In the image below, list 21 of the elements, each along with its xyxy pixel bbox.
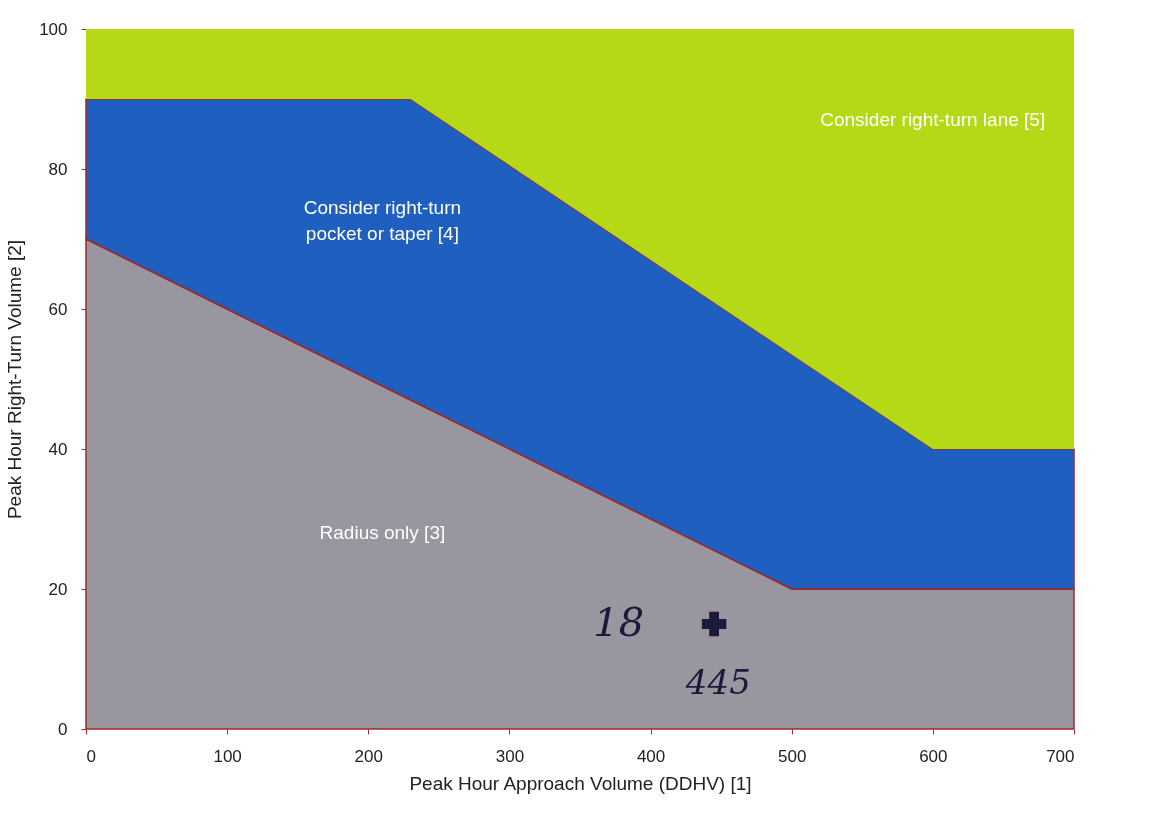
x-tick-label: 600 — [919, 746, 948, 766]
x-tick-label: 700 — [1046, 746, 1075, 766]
y-tick-label: 0 — [58, 719, 68, 739]
y-tick-label: 80 — [48, 159, 68, 179]
x-tick-label: 200 — [354, 746, 383, 766]
y-tick-label: 20 — [48, 579, 68, 599]
annotation: Radius only [3] — [319, 522, 446, 543]
x-tick-label: 0 — [86, 746, 96, 766]
annotation: 18 — [593, 599, 645, 645]
x-tick-label: 300 — [495, 746, 525, 766]
y-tick-label: 60 — [48, 299, 68, 319]
y-axis-title: Peak Hour Right-Turn Volume [2] — [4, 239, 26, 520]
annotation: Consider right-turn lane [5] — [820, 109, 1046, 130]
x-tick-label: 100 — [213, 746, 242, 766]
annotation: 445 — [684, 661, 751, 702]
x-tick-label: 400 — [636, 746, 666, 766]
annotation: Consider right-turn pocket or taper [4] — [303, 196, 462, 244]
y-tick-label: 100 — [39, 19, 68, 39]
x-axis-title: Peak Hour Approach Volume (DDHV) [1] — [409, 772, 752, 794]
y-tick-label: 40 — [48, 439, 68, 459]
x-tick-label: 500 — [778, 746, 807, 766]
